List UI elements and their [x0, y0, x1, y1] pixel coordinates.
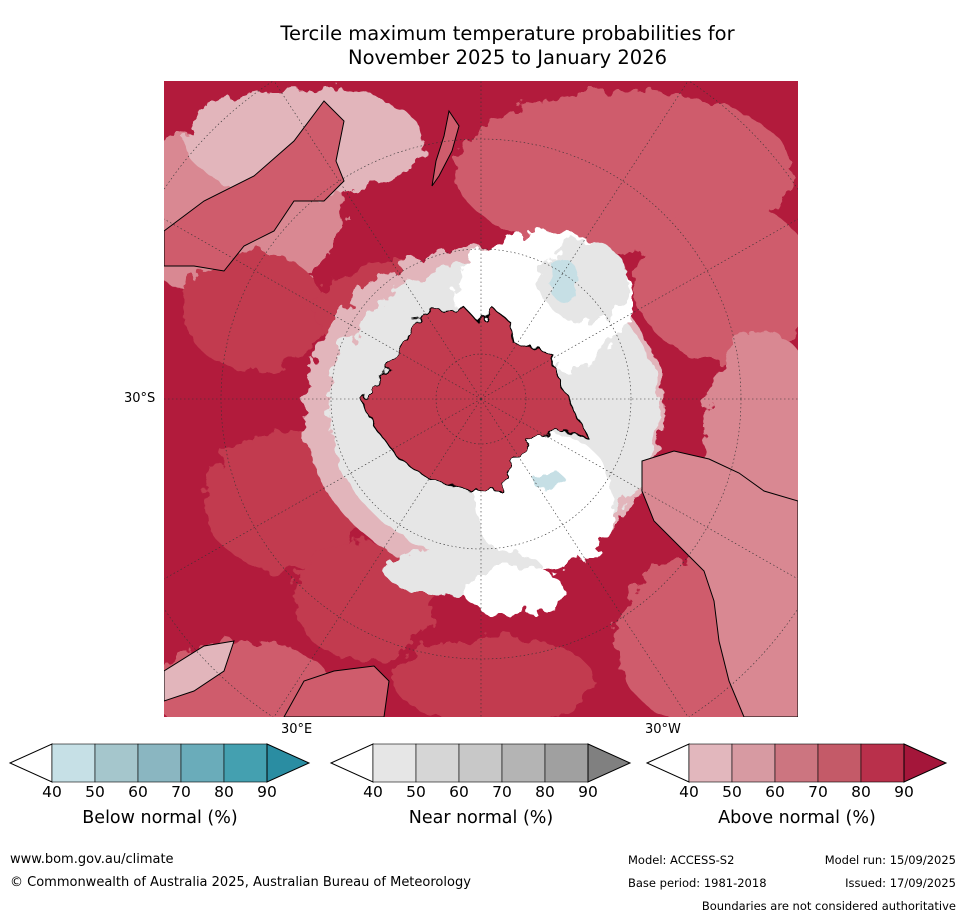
near-normal-colorbar-svg — [329, 743, 632, 783]
lon-label-30e: 30°E — [281, 722, 313, 737]
tick-label: 70 — [492, 783, 512, 801]
tick-label: 40 — [42, 783, 62, 801]
above-normal-colorbar — [645, 743, 948, 783]
title-line-2: November 2025 to January 2026 — [348, 46, 667, 69]
map-title: Tercile maximum temperature probabilitie… — [160, 22, 855, 70]
tick-label: 50 — [406, 783, 426, 801]
website-link[interactable]: www.bom.gov.au/climate — [10, 852, 174, 867]
tick-label: 40 — [679, 783, 699, 801]
model-run-text: Model run: 15/09/2025 — [824, 853, 956, 867]
base-period-text: Base period: 1981-2018 — [628, 876, 767, 890]
below-normal-label: Below normal (%) — [82, 808, 238, 828]
disclaimer-text: Boundaries are not considered authoritat… — [701, 899, 956, 913]
map-canvas — [164, 81, 798, 717]
tick-label: 90 — [894, 783, 914, 801]
tick-label: 40 — [363, 783, 383, 801]
probability-map[interactable] — [164, 81, 798, 717]
tick-label: 60 — [128, 783, 148, 801]
tick-label: 70 — [808, 783, 828, 801]
graticule — [164, 81, 798, 717]
tick-label: 80 — [214, 783, 234, 801]
africa-land — [164, 640, 390, 717]
model-text: Model: ACCESS-S2 — [628, 853, 735, 867]
copyright-text: © Commonwealth of Australia 2025, Austra… — [10, 875, 471, 890]
lat-label-30s: 30°S — [124, 391, 156, 406]
tick-label: 60 — [765, 783, 785, 801]
below-normal-spots — [533, 259, 578, 491]
lon-label-30w: 30°W — [645, 722, 681, 737]
near-normal-colorbar — [329, 743, 632, 783]
tick-label: 70 — [171, 783, 191, 801]
tick-label: 90 — [578, 783, 598, 801]
tick-label: 60 — [449, 783, 469, 801]
south-america-land — [641, 450, 798, 717]
above-normal-colorbar-svg — [645, 743, 948, 783]
near-normal-label: Near normal (%) — [408, 808, 554, 828]
tick-label: 80 — [535, 783, 555, 801]
issued-text: Issued: 17/09/2025 — [845, 876, 956, 890]
above-normal-label: Above normal (%) — [718, 808, 876, 828]
antarctica — [361, 306, 591, 492]
australia-nz-land — [164, 100, 460, 272]
tick-label: 90 — [257, 783, 277, 801]
tick-label: 50 — [85, 783, 105, 801]
below-normal-colorbar — [8, 743, 311, 783]
title-line-1: Tercile maximum temperature probabilitie… — [280, 22, 735, 45]
tick-label: 80 — [851, 783, 871, 801]
below-normal-colorbar-svg — [8, 743, 311, 783]
tick-label: 50 — [722, 783, 742, 801]
